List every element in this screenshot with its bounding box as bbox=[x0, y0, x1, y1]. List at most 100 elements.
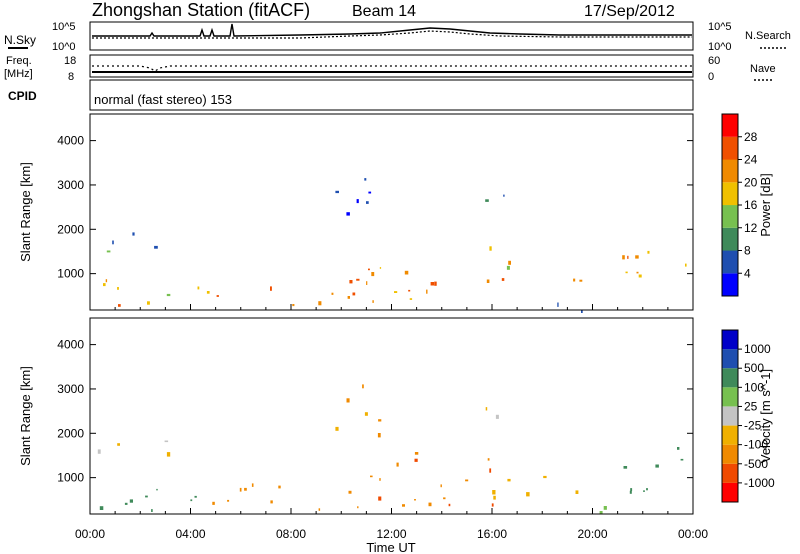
data-cell bbox=[575, 490, 579, 494]
data-cell bbox=[335, 426, 339, 431]
colorbar-tick-label: 12 bbox=[744, 221, 758, 235]
time-axis-label: Time UT bbox=[366, 540, 415, 554]
data-cell bbox=[603, 506, 607, 510]
data-cell bbox=[489, 246, 492, 251]
data-cell bbox=[443, 497, 446, 500]
station-title: Zhongshan Station (fitACF) bbox=[92, 0, 310, 20]
x-tick-label: 20:00 bbox=[577, 527, 607, 541]
data-cell bbox=[526, 492, 530, 497]
noise-search-line bbox=[92, 30, 692, 39]
data-cell bbox=[124, 502, 128, 505]
colorbar-swatch bbox=[722, 368, 738, 388]
colorbar-swatch bbox=[722, 425, 738, 445]
data-cell bbox=[599, 511, 603, 515]
data-cell bbox=[194, 495, 197, 498]
data-cell bbox=[581, 309, 583, 313]
data-cell bbox=[132, 232, 135, 236]
date-label: 17/Sep/2012 bbox=[584, 3, 675, 20]
colorbar-tick-label: 16 bbox=[744, 198, 758, 212]
power-x-ticks bbox=[89, 304, 694, 310]
data-cell bbox=[627, 255, 629, 259]
cpid-label: CPID bbox=[8, 89, 37, 103]
data-cell bbox=[491, 503, 494, 507]
power-panel: Slant Range [km] 1000 2000 3000 4000 bbox=[18, 113, 694, 313]
colorbar-swatch bbox=[722, 463, 738, 483]
data-cell bbox=[485, 407, 488, 411]
data-cell bbox=[164, 440, 169, 443]
cpid-text: normal (fast stereo) 153 bbox=[94, 92, 232, 107]
noise-tick-left-bottom: 10^0 bbox=[52, 41, 76, 53]
data-cell bbox=[404, 270, 409, 275]
y-tick-label: 2000 bbox=[57, 426, 84, 440]
data-cell bbox=[278, 485, 281, 489]
data-cell bbox=[357, 506, 359, 509]
data-cell bbox=[506, 265, 510, 270]
velocity-colorbar-frame bbox=[721, 329, 739, 503]
data-cell bbox=[362, 384, 364, 389]
data-cell bbox=[643, 490, 645, 492]
power-background bbox=[90, 114, 693, 310]
y-tick-label: 3000 bbox=[57, 178, 84, 192]
data-cell bbox=[414, 458, 418, 462]
data-cell bbox=[377, 433, 381, 438]
colorbar-tick-label: 20 bbox=[744, 175, 758, 189]
data-cell bbox=[378, 419, 382, 422]
data-cell bbox=[206, 291, 210, 294]
data-cell bbox=[630, 488, 633, 492]
colorbar-swatch bbox=[722, 159, 738, 183]
data-cell bbox=[394, 291, 398, 293]
freq-label: Freq. bbox=[6, 55, 32, 67]
data-cell bbox=[364, 412, 368, 416]
data-cell bbox=[636, 271, 639, 274]
data-cell bbox=[117, 287, 119, 290]
data-cell bbox=[402, 504, 405, 507]
colorbar-tick-label: 500 bbox=[744, 361, 764, 375]
data-cell bbox=[492, 490, 496, 495]
data-cell bbox=[366, 201, 369, 204]
colorbar-swatch bbox=[722, 330, 738, 350]
data-cell bbox=[465, 479, 469, 482]
freq-tick-right-bottom: 0 bbox=[708, 71, 714, 83]
power-colorbar-ticks: 28 24 20 16 12 8 4 bbox=[738, 130, 758, 280]
data-cell bbox=[118, 304, 121, 307]
data-cell bbox=[154, 245, 158, 249]
freq-panel: Freq. [MHz] 18 8 60 0 Nave bbox=[4, 54, 776, 83]
data-cell bbox=[106, 250, 111, 253]
data-cell bbox=[629, 490, 632, 494]
data-cell bbox=[508, 260, 511, 265]
data-cell bbox=[117, 443, 120, 446]
data-cell bbox=[368, 191, 372, 194]
y-tick-label: 1000 bbox=[57, 471, 84, 485]
x-tick-label: 12:00 bbox=[376, 527, 406, 541]
colorbar-tick-label: 28 bbox=[744, 130, 758, 144]
freq-tick-left-top: 18 bbox=[64, 55, 76, 67]
colorbar-tick-label: 1000 bbox=[744, 342, 771, 356]
colorbar-tick-label: -25 bbox=[744, 419, 762, 433]
power-ylabel: Slant Range [km] bbox=[18, 162, 33, 262]
noise-tick-right-top: 10^5 bbox=[708, 21, 732, 33]
data-cell bbox=[372, 300, 374, 303]
data-cell bbox=[493, 495, 496, 500]
nave-line bbox=[92, 65, 692, 72]
colorbar-swatch bbox=[722, 444, 738, 464]
velocity-y-ticks: 1000 2000 3000 4000 bbox=[57, 338, 693, 485]
data-cell bbox=[112, 240, 114, 245]
data-cell bbox=[623, 466, 628, 469]
data-cell bbox=[105, 279, 108, 283]
data-cell bbox=[368, 268, 370, 271]
data-cell bbox=[145, 495, 148, 498]
colorbar-tick-label: -100 bbox=[744, 438, 768, 452]
noise-left-label: N.Sky bbox=[4, 33, 36, 47]
data-cell bbox=[151, 509, 153, 512]
data-cell bbox=[448, 503, 451, 507]
colorbar-swatch bbox=[722, 482, 738, 502]
data-cell bbox=[501, 278, 505, 281]
noise-tick-left-top: 10^5 bbox=[52, 21, 76, 33]
data-cell bbox=[129, 499, 133, 503]
colorbar-tick-label: 8 bbox=[744, 244, 751, 258]
colorbar-swatch bbox=[722, 406, 738, 426]
colorbar-tick-label: -1000 bbox=[744, 476, 775, 490]
data-cell bbox=[414, 452, 419, 455]
data-cell bbox=[625, 271, 628, 274]
